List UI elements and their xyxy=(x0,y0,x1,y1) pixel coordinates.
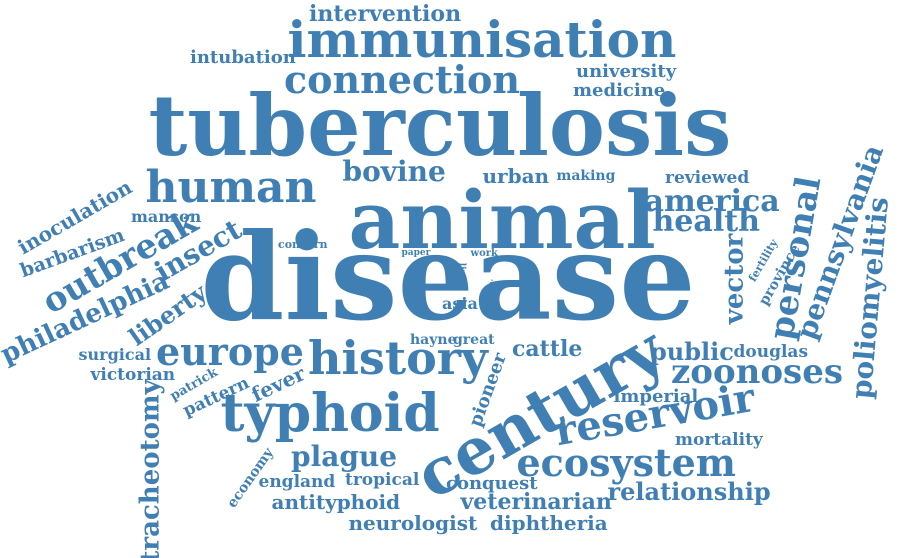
word-great: great xyxy=(453,333,495,347)
word-plague: plague xyxy=(291,443,397,471)
word-hayne: hayne xyxy=(410,333,456,347)
word-england: england xyxy=(259,474,336,491)
word-asia: asia xyxy=(442,296,478,312)
word-intubation: intubation xyxy=(190,49,296,67)
word-veterinarian: veterinarian xyxy=(461,491,612,513)
word-vector: vector xyxy=(721,234,747,325)
word-disease: disease xyxy=(201,218,696,338)
word-antityphoid: antityphoid xyxy=(272,492,401,512)
word-europe: europe xyxy=(156,333,304,371)
word-neurologist: neurologist xyxy=(349,513,478,533)
word-relationship: relationship xyxy=(608,480,771,504)
word-surgical: surgical xyxy=(79,347,152,363)
word-typhoid: typhoid xyxy=(221,388,440,440)
word-diphtheria: diphtheria xyxy=(490,513,608,533)
word-tracheotomy: tracheotomy xyxy=(137,379,163,558)
word-tropical: tropical xyxy=(345,472,419,489)
word-human: human xyxy=(146,166,317,210)
